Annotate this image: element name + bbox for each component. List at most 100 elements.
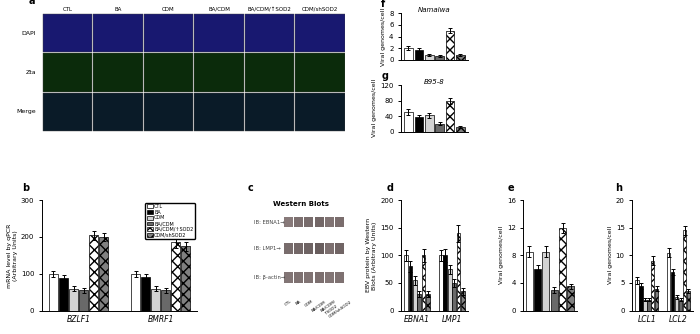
Bar: [151, 289, 160, 311]
Bar: [559, 228, 566, 311]
Bar: [43, 53, 92, 92]
Text: IB: EBNA1→: IB: EBNA1→: [254, 220, 285, 225]
Bar: [43, 14, 92, 52]
Bar: [144, 53, 193, 92]
Bar: [426, 294, 430, 311]
Bar: [314, 272, 323, 283]
Bar: [679, 300, 682, 311]
Bar: [49, 274, 58, 311]
Bar: [43, 93, 92, 131]
Bar: [335, 272, 344, 283]
Text: BA/CDM/
↑SOD2: BA/CDM/ ↑SOD2: [320, 300, 340, 317]
Bar: [141, 278, 150, 311]
Text: BA: BA: [114, 7, 122, 12]
Bar: [93, 93, 143, 131]
Text: CTL: CTL: [62, 7, 72, 12]
Bar: [59, 278, 68, 311]
Bar: [461, 291, 465, 311]
Text: e: e: [508, 183, 514, 193]
Legend: CTL, BA, CDM, BA/CDM, BA/CDM/↑SOD2, CDM/shSOD2: CTL, BA, CDM, BA/CDM, BA/CDM/↑SOD2, CDM/…: [146, 202, 195, 239]
Bar: [414, 117, 423, 132]
Bar: [69, 289, 78, 311]
Text: h: h: [615, 183, 622, 193]
Bar: [284, 217, 293, 227]
Bar: [456, 233, 461, 311]
Bar: [294, 243, 303, 254]
Bar: [413, 280, 416, 311]
Text: d: d: [386, 183, 393, 193]
Text: IB: β-actin→: IB: β-actin→: [254, 275, 285, 280]
Y-axis label: EBV protein by Western
Blots (Arbitrary Units): EBV protein by Western Blots (Arbitrary …: [366, 218, 377, 293]
Bar: [295, 53, 345, 92]
Bar: [443, 256, 447, 311]
Bar: [162, 290, 170, 311]
Bar: [89, 235, 98, 311]
Text: b: b: [22, 183, 29, 193]
Bar: [446, 101, 454, 132]
Bar: [526, 252, 533, 311]
Bar: [194, 53, 244, 92]
Bar: [435, 124, 444, 132]
Bar: [245, 53, 295, 92]
Title: B95-8: B95-8: [424, 79, 444, 85]
Bar: [325, 243, 334, 254]
Text: Western Blots: Western Blots: [273, 201, 329, 207]
Bar: [93, 14, 143, 52]
Bar: [687, 291, 690, 311]
Bar: [245, 14, 295, 52]
Text: Merge: Merge: [16, 109, 36, 114]
Bar: [456, 127, 465, 132]
Text: Zta: Zta: [25, 70, 36, 75]
Bar: [93, 53, 143, 92]
Bar: [414, 50, 423, 60]
Bar: [671, 272, 674, 311]
Bar: [425, 115, 433, 132]
Text: BA/CDM: BA/CDM: [312, 300, 327, 312]
Bar: [456, 55, 465, 60]
Bar: [446, 31, 454, 60]
Bar: [404, 256, 408, 311]
Bar: [99, 237, 108, 311]
Text: CDM/shSOD2: CDM/shSOD2: [328, 300, 352, 319]
Text: g: g: [382, 70, 388, 80]
Bar: [144, 93, 193, 131]
Bar: [194, 93, 244, 131]
Text: IB: LMP1→: IB: LMP1→: [254, 246, 281, 251]
Bar: [409, 267, 412, 311]
Bar: [643, 300, 647, 311]
Y-axis label: Viral genomes/cell: Viral genomes/cell: [382, 7, 386, 65]
Bar: [194, 14, 244, 52]
Bar: [568, 287, 574, 311]
Y-axis label: Viral genomes/cell: Viral genomes/cell: [499, 226, 504, 285]
Text: a: a: [28, 0, 35, 6]
Bar: [245, 93, 295, 131]
Bar: [132, 274, 140, 311]
Bar: [647, 300, 650, 311]
Text: c: c: [248, 183, 253, 193]
Bar: [304, 243, 314, 254]
Y-axis label: mRNA level by qPCR
(Arbitrary Units): mRNA level by qPCR (Arbitrary Units): [7, 223, 18, 288]
Bar: [421, 256, 426, 311]
Bar: [542, 252, 550, 311]
Bar: [295, 93, 345, 131]
Text: BA/CDM: BA/CDM: [208, 7, 230, 12]
Bar: [325, 272, 334, 283]
Bar: [144, 14, 193, 52]
Text: f: f: [382, 0, 386, 9]
Bar: [404, 112, 413, 132]
Bar: [667, 253, 671, 311]
Bar: [284, 272, 293, 283]
Bar: [335, 243, 344, 254]
Bar: [404, 48, 413, 60]
Bar: [639, 286, 643, 311]
Bar: [304, 272, 314, 283]
Text: BA/CDM/↑SOD2: BA/CDM/↑SOD2: [248, 7, 291, 12]
Bar: [448, 269, 452, 311]
Bar: [314, 243, 323, 254]
Bar: [534, 269, 541, 311]
Text: CDM: CDM: [304, 300, 314, 308]
Text: CDM: CDM: [162, 7, 175, 12]
Bar: [294, 272, 303, 283]
Bar: [651, 261, 654, 311]
Title: Namalwa: Namalwa: [418, 7, 451, 13]
